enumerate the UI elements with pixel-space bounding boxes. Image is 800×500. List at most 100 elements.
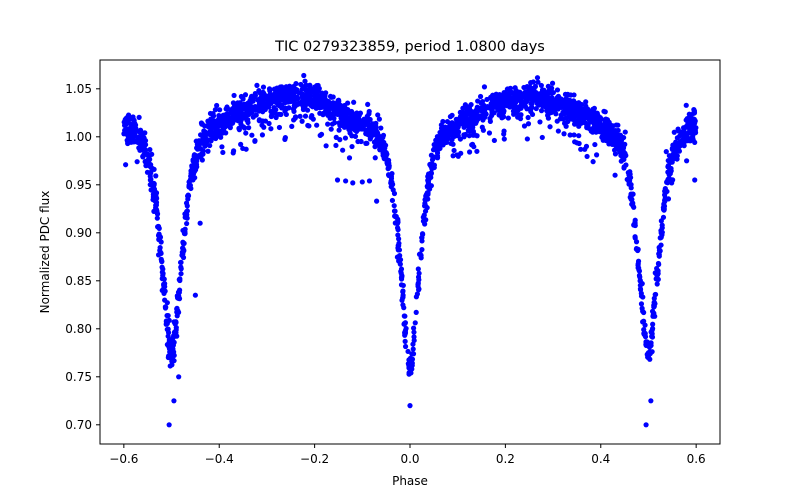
data-point (349, 143, 355, 150)
data-point (583, 143, 590, 149)
data-point (417, 251, 423, 257)
data-point (171, 339, 177, 345)
data-point (444, 130, 451, 136)
data-point (367, 136, 373, 142)
data-point (524, 98, 530, 104)
data-point (468, 102, 474, 108)
data-point (351, 126, 357, 132)
data-point (641, 330, 647, 337)
data-point (681, 127, 687, 133)
data-point (657, 235, 663, 241)
data-point (515, 114, 521, 120)
data-point (411, 337, 417, 344)
data-point (126, 120, 132, 126)
data-point (571, 132, 577, 138)
data-point (499, 93, 505, 99)
data-point (663, 196, 670, 202)
data-point (525, 121, 532, 127)
data-point (525, 114, 531, 121)
data-point (609, 126, 615, 132)
data-point (547, 124, 553, 130)
data-point (629, 201, 635, 207)
data-point (207, 128, 213, 135)
data-point (567, 132, 573, 138)
data-point (572, 100, 578, 107)
data-point (422, 208, 429, 214)
data-point (318, 96, 324, 102)
data-point (178, 259, 184, 265)
data-point (323, 143, 329, 149)
data-point (214, 102, 220, 109)
data-point (578, 120, 584, 126)
data-point (656, 251, 662, 257)
data-point (451, 147, 457, 154)
data-point (434, 153, 441, 159)
data-point (163, 319, 169, 325)
data-point (148, 164, 154, 170)
data-point (343, 178, 349, 184)
data-point (241, 125, 248, 131)
data-point (406, 365, 412, 371)
data-point (276, 124, 283, 131)
data-point (612, 151, 619, 157)
data-point (271, 109, 277, 115)
data-point (176, 309, 182, 315)
data-point (402, 338, 408, 344)
chart-title: TIC 0279323859, period 1.0800 days (274, 39, 545, 55)
data-point (501, 131, 507, 137)
data-point (241, 111, 247, 117)
data-point (228, 116, 234, 122)
y-tick-label: 0.70 (65, 418, 92, 432)
plot-frame (99, 59, 721, 445)
data-point (461, 110, 467, 116)
data-point (307, 82, 313, 88)
data-point (602, 109, 608, 115)
data-point (219, 123, 226, 130)
data-point (155, 223, 161, 230)
data-point (637, 287, 644, 293)
data-point (578, 146, 584, 152)
data-point (690, 116, 696, 122)
data-point (332, 120, 338, 126)
data-point (196, 138, 202, 144)
data-point (415, 274, 422, 280)
y-tick-label: 1.00 (65, 130, 92, 144)
data-point (394, 225, 401, 231)
data-point (402, 332, 408, 338)
data-point (556, 95, 562, 101)
data-point (658, 218, 664, 224)
data-point (243, 130, 249, 136)
data-point (361, 121, 368, 127)
data-point (205, 148, 211, 154)
x-tick-label: −0.2 (300, 452, 329, 466)
data-point (234, 106, 240, 112)
data-point (127, 131, 134, 137)
data-point (671, 129, 677, 135)
x-tick-label: 0.2 (496, 452, 515, 466)
data-point (650, 321, 656, 327)
data-point (529, 96, 536, 102)
data-point (682, 138, 688, 145)
data-point (167, 363, 173, 369)
data-point (252, 92, 259, 99)
data-point (164, 300, 170, 306)
data-point (311, 103, 317, 109)
data-point (422, 200, 428, 206)
data-point (692, 177, 698, 183)
data-point (346, 155, 353, 161)
data-point (427, 172, 433, 178)
data-point (246, 125, 252, 131)
data-point (563, 96, 569, 102)
data-point (419, 235, 425, 241)
data-point (385, 166, 391, 172)
data-point (218, 134, 224, 140)
data-point (180, 254, 187, 261)
data-point (604, 117, 611, 123)
data-point (557, 116, 563, 122)
data-point (576, 140, 582, 147)
data-point (637, 278, 643, 284)
data-point (683, 133, 690, 139)
data-point (161, 281, 167, 287)
data-point (466, 149, 473, 155)
data-point (259, 132, 266, 138)
